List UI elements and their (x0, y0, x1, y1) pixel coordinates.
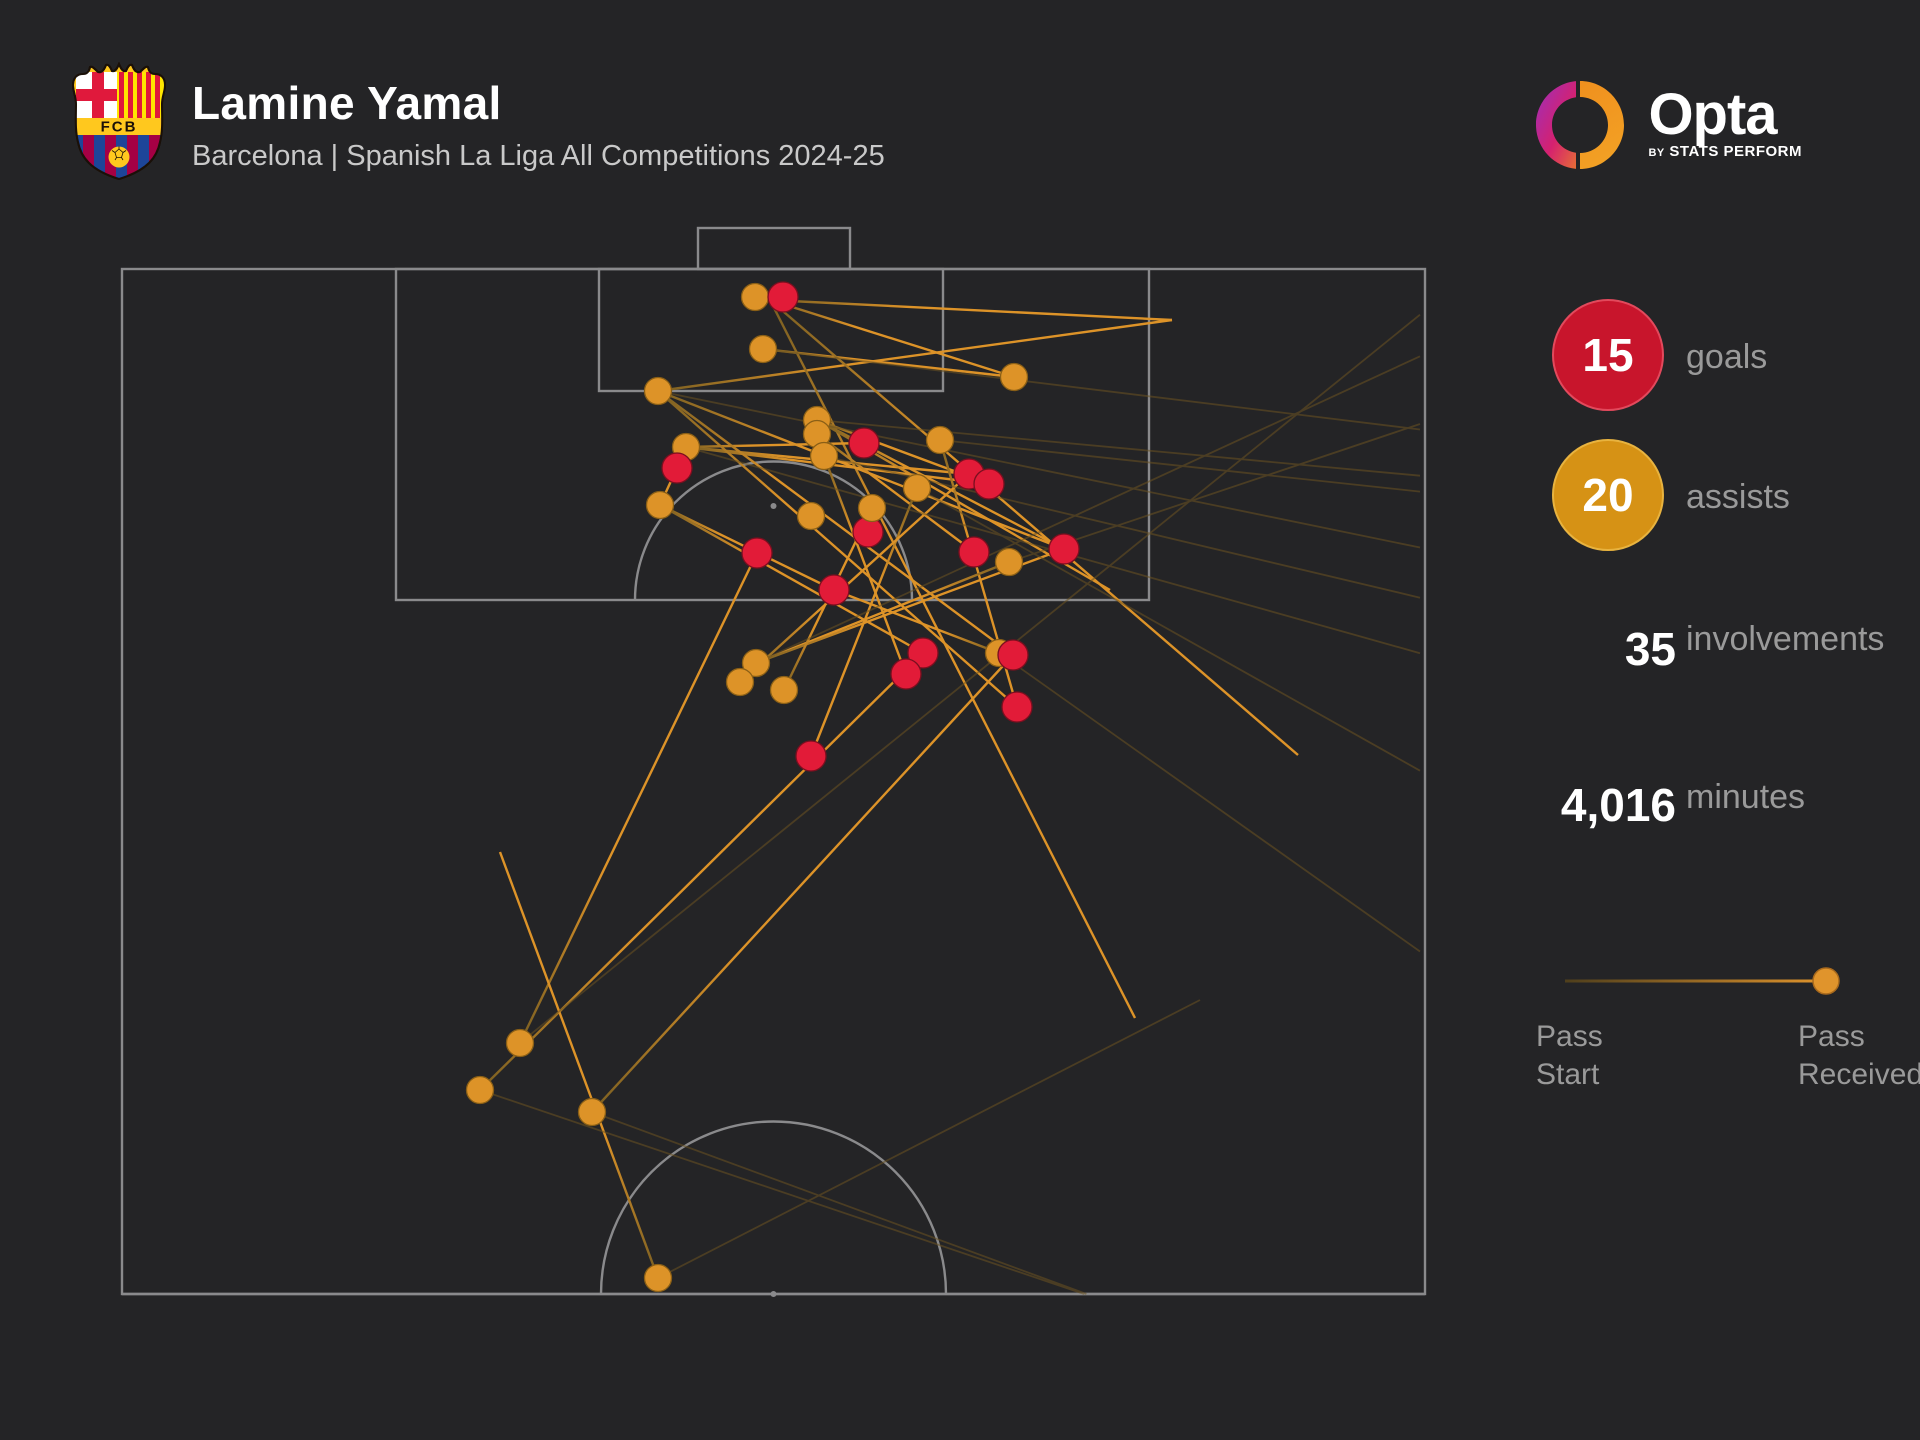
svg-text:FCB: FCB (101, 119, 138, 136)
